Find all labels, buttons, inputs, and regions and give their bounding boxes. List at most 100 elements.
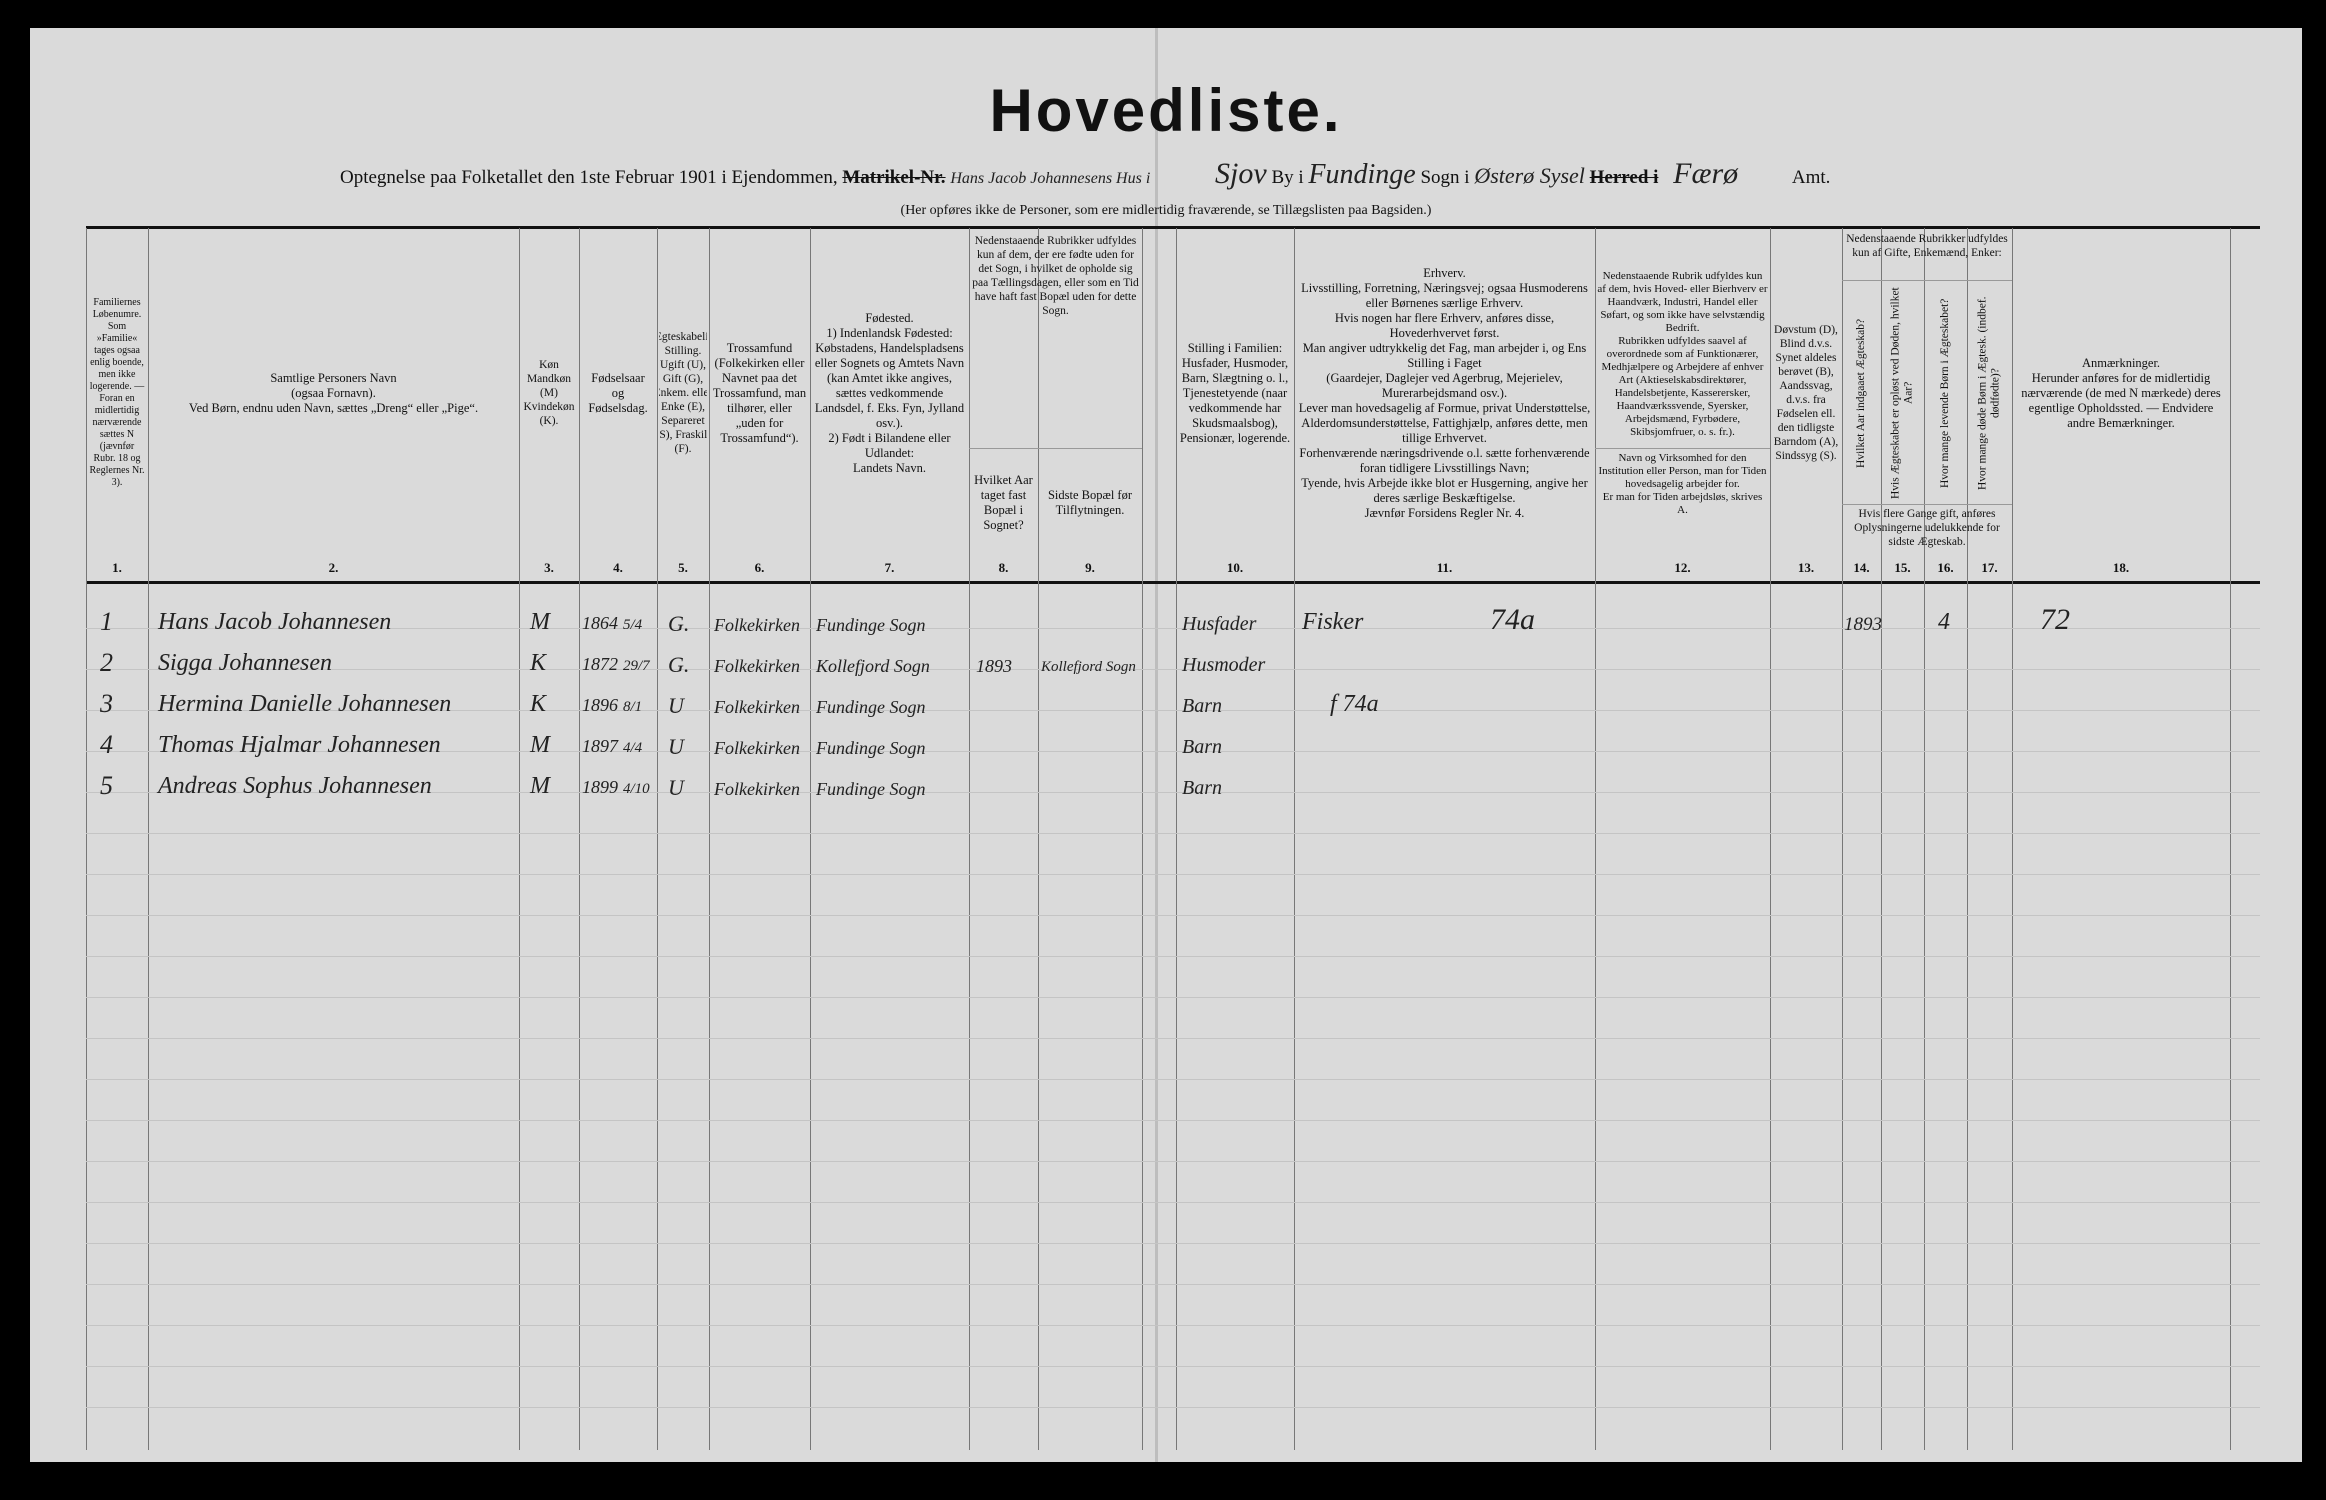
ruled-line — [86, 1038, 2260, 1039]
column-divider — [1142, 228, 1143, 1450]
ruled-line — [86, 1079, 2260, 1080]
by-label: By i — [1271, 167, 1304, 188]
column-header-text: Hvis Ægteskabet er opløst ved Døden, hvi… — [1889, 287, 1915, 499]
cell-position: Husmoder — [1182, 654, 1266, 676]
cell-birthplace: Fundinge Sogn — [816, 697, 926, 717]
column-header-text: Ægteskabelig Stilling. Ugift (U), Gift (… — [659, 331, 707, 455]
cell-occupation: Fisker — [1302, 609, 1364, 635]
ruled-line — [86, 874, 2260, 875]
cell-position: Husfader — [1182, 613, 1257, 635]
column-number: 18. — [2112, 560, 2130, 575]
cell-code: 74a — [1490, 603, 1535, 636]
cell-birthplace: Fundinge Sogn — [816, 615, 926, 635]
column-header-text: Døvstum (D), Blind d.v.s. Synet aldeles … — [1773, 324, 1839, 462]
ruled-line — [86, 915, 2260, 916]
header-subdivider — [969, 448, 1142, 449]
column-header-text: Hvor mange levende Børn i Ægteskabet? — [1939, 298, 1951, 488]
column-header-text: Fødselsaar og Fødselsdag. — [588, 370, 648, 415]
column-header-15: Hvis Ægteskabet er opløst ved Døden, hvi… — [1883, 284, 1922, 502]
column-header-3: Køn Mandkøn (M) Kvindekøn (K). — [521, 234, 577, 552]
cell-children: 4 — [1938, 609, 1950, 635]
cell-sex: M — [530, 732, 550, 758]
cell-year: 1896 — [582, 695, 618, 715]
header-bottom-line — [86, 581, 2260, 584]
column-divider — [709, 228, 710, 1450]
column-header-14: Hvilket Aar indgaaet Ægteskab? — [1844, 284, 1879, 502]
column-header-text: Samtlige Personers Navn (ogsaa Fornavn).… — [188, 370, 479, 415]
cell-day: 29/7 — [623, 658, 650, 674]
cell-civil: U — [668, 734, 684, 759]
cell-sex: M — [530, 609, 550, 635]
column-header-12: Nedenstaaende Rubrik udfyldes kun af dem… — [1597, 234, 1768, 552]
page-title: Hovedliste. — [989, 77, 1343, 144]
column-divider — [1595, 228, 1596, 1450]
column-divider — [1967, 228, 1968, 1450]
cell-birthplace: Fundinge Sogn — [816, 738, 926, 758]
cell-birth-date: 1899 4/10 — [582, 777, 650, 798]
column-header-8: Hvilket Aar taget fast Bopæl i Sognet? — [971, 454, 1036, 552]
column-header-text: Sidste Bopæl før Tilflytningen. — [1047, 488, 1133, 517]
cell-day: 4/10 — [623, 781, 650, 797]
cell-day: 4/4 — [623, 740, 643, 756]
column-divider — [1881, 228, 1882, 1450]
column-header-4: Fødselsaar og Fødselsdag. — [581, 234, 655, 552]
sogn-label: Sogn i — [1420, 167, 1470, 188]
column-number: 14. — [1853, 560, 1870, 575]
ruled-line — [86, 710, 2260, 711]
cell-birthplace: Kollefjord Sogn — [816, 656, 930, 676]
column-number: 11. — [1436, 560, 1453, 575]
column-divider — [579, 228, 580, 1450]
ruled-line — [86, 1407, 2260, 1408]
column-divider — [2230, 228, 2231, 1450]
cell-name: Thomas Hjalmar Johannesen — [158, 732, 441, 758]
cell-faith: Folkekirken — [714, 779, 800, 799]
column-divider — [969, 228, 970, 1450]
census-sheet: Hovedliste. Optegnelse paa Folketallet d… — [30, 28, 2302, 1462]
column-header-18: Anmærkninger. Herunder anføres for de mi… — [2014, 234, 2228, 552]
column-divider — [657, 228, 658, 1450]
column-header-1: Familiernes Løbenumre. Som »Familie« tag… — [88, 234, 146, 552]
group-header: Nedenstaaende Rubrikker udfyldes kun af … — [972, 235, 1139, 317]
ruled-line — [86, 669, 2260, 670]
herred-value: Østerø Sysel — [1474, 163, 1585, 188]
column-number: 5. — [678, 560, 688, 575]
ruled-line — [86, 628, 2260, 629]
ruled-line — [86, 1284, 2260, 1285]
column-header-text: Nedenstaaende Rubrik udfyldes kun af dem… — [1597, 269, 1768, 516]
ruled-line — [86, 1366, 2260, 1367]
amt-value: Færø — [1673, 157, 1739, 190]
cell-no: 2 — [100, 648, 113, 677]
column-header-text: Hvor mange døde Børn i Ægtesk. (indbef. … — [1976, 296, 2002, 490]
cell-day: 8/1 — [623, 699, 643, 715]
column-divider — [810, 228, 811, 1450]
column-header-10: Stilling i Familien: Husfader, Husmoder,… — [1178, 234, 1292, 552]
cell-year: 1897 — [582, 736, 618, 756]
property-name: Hans Jacob Johannesens Hus i — [950, 170, 1151, 187]
ruled-line — [86, 956, 2260, 957]
column-divider — [2012, 228, 2013, 1450]
cell-occupation: f 74a — [1330, 691, 1379, 717]
column-number: 10. — [1226, 560, 1244, 575]
cell-civil: U — [668, 693, 684, 718]
cell-remark: 72 — [2040, 603, 2070, 636]
cell-day: 5/4 — [623, 617, 643, 633]
cell-position: Barn — [1182, 777, 1222, 799]
column-number: 16. — [1937, 560, 1954, 575]
cell-civil: U — [668, 775, 684, 800]
ruled-line — [86, 1325, 2260, 1326]
ruled-line — [86, 1161, 2260, 1162]
cell-last-home: Kollefjord Sogn — [1041, 659, 1136, 675]
column-header-text: Køn Mandkøn (M) Kvindekøn (K). — [523, 359, 575, 427]
cell-faith: Folkekirken — [714, 615, 800, 635]
cell-no: 1 — [100, 607, 113, 636]
cell-name: Andreas Sophus Johannesen — [158, 773, 432, 799]
ruled-line — [86, 1120, 2260, 1121]
column-number: 1. — [112, 560, 122, 575]
town-value: Sjov — [1215, 157, 1267, 190]
column-header-text: Anmærkninger. Herunder anføres for de mi… — [2021, 355, 2221, 430]
header-subdivider — [1842, 504, 2012, 505]
cell-name: Sigga Johannesen — [158, 650, 332, 676]
column-header-9: Sidste Bopæl før Tilflytningen. — [1040, 454, 1140, 552]
column-number: 17. — [1981, 560, 1998, 575]
header-subdivider — [1842, 280, 2012, 281]
